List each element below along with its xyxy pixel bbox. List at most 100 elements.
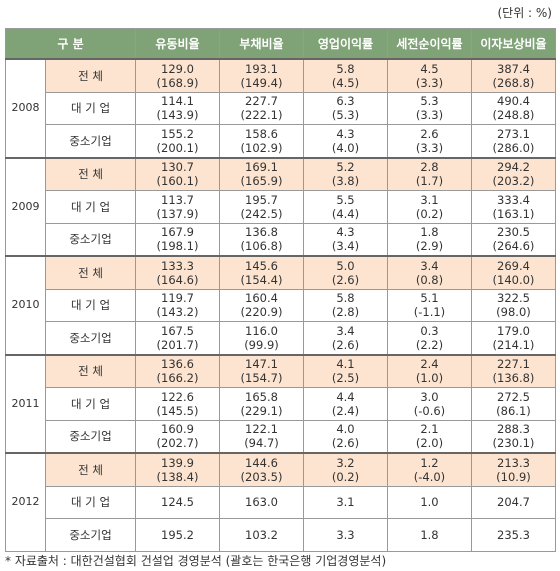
value-cell: 213.3 (10.9): [470, 452, 557, 487]
header-cell: 유동비율: [135, 28, 220, 60]
value-text: (3.3): [415, 140, 444, 155]
table-row: 2012 전 체 139.9 (138.4) 144.6 (203.5) 3.2 (0.2) 1…: [5, 452, 557, 552]
value-cell: 5.0 (2.6): [302, 255, 388, 290]
value-text: (2.0): [415, 436, 444, 451]
table-row: 대 기 업 124.5 163.0 3.1 1.0 204.7: [6, 485, 557, 519]
value-text: 165.8: [245, 389, 278, 404]
unit-label: (단위 : %): [497, 6, 552, 20]
value-text: (4.4): [331, 206, 360, 221]
table-row: 2011 전 체 136.6 (166.2) 147.1 (154.7) 4.1 (2.5) 2…: [5, 353, 557, 454]
value-text: (145.5): [156, 403, 199, 418]
value-cell: 3.3: [302, 518, 388, 552]
value-text: (198.1): [156, 239, 199, 254]
value-text: 4.4: [336, 389, 355, 404]
value-cell: 165.8 (229.1): [219, 387, 304, 421]
value-cell: 116.0 (99.9): [219, 321, 304, 355]
value-text: 3.1: [420, 192, 439, 207]
value-text: 144.6: [245, 455, 278, 470]
value-cell: 4.4 (2.4): [302, 387, 388, 421]
value-text: 5.2: [336, 160, 355, 175]
value-text: 322.5: [497, 291, 530, 306]
value-cell: 193.1 (149.4): [219, 58, 304, 93]
value-text: (143.2): [156, 305, 199, 320]
year-cell: 2010: [5, 255, 46, 355]
value-text: (2.6): [331, 436, 360, 451]
value-cell: 2.1 (2.0): [386, 419, 472, 454]
header-row: 구 분 유동비율 부채비율 영업이익률 세전순이익률 이자보상비율: [4, 28, 557, 60]
value-cell: 1.8 (2.9): [386, 222, 472, 257]
value-text: 124.5: [161, 495, 194, 510]
value-text: 4.0: [336, 422, 355, 437]
value-text: (-1.1): [413, 305, 446, 320]
value-text: 136.8: [245, 225, 278, 240]
value-text: (203.5): [240, 469, 283, 484]
value-text: (2.9): [415, 239, 444, 254]
value-text: 6.3: [336, 94, 355, 109]
value-text: (202.7): [156, 436, 199, 451]
category-cell: 전 체: [44, 255, 137, 290]
category-cell: 전 체: [44, 452, 137, 487]
table-body: 2008 전 체 129.0 (168.9) 193.1 (149.4) 5.8 (4.5) 4…: [5, 58, 557, 552]
value-text: 195.7: [245, 192, 278, 207]
table-row: 중소기업 195.2 103.2 3.3 1.8 235.3: [6, 518, 557, 552]
value-text: 3.1: [336, 495, 355, 510]
value-text: 129.0: [161, 61, 194, 76]
value-text: (264.6): [492, 239, 535, 254]
value-cell: 113.7 (137.9): [135, 190, 220, 224]
value-text: 5.8: [336, 61, 355, 76]
value-cell: 2.6 (3.3): [386, 124, 472, 158]
value-cell: 0.3 (2.2): [386, 321, 472, 355]
value-cell: 2.8 (1.7): [386, 156, 472, 191]
value-text: 103.2: [245, 527, 278, 542]
value-text: (5.3): [331, 108, 360, 123]
value-text: 1.2: [420, 455, 439, 470]
value-text: 333.4: [497, 192, 530, 207]
value-text: 195.2: [161, 527, 194, 542]
value-cell: 3.2 (0.2): [302, 452, 388, 487]
value-text: (230.1): [492, 436, 535, 451]
year-cell: 2008: [5, 58, 46, 158]
value-text: 230.5: [497, 225, 530, 240]
value-cell: 195.7 (242.5): [219, 190, 304, 224]
value-cell: 3.4 (0.8): [386, 255, 472, 290]
value-text: 204.7: [497, 495, 530, 510]
value-cell: 136.8 (106.8): [219, 222, 304, 257]
value-text: (229.1): [240, 403, 283, 418]
value-cell: 114.1 (143.9): [135, 91, 220, 125]
value-text: 167.5: [161, 323, 194, 338]
value-cell: 333.4 (163.1): [470, 190, 557, 224]
value-cell: 136.6 (166.2): [135, 353, 220, 388]
value-cell: 144.6 (203.5): [219, 452, 304, 487]
value-text: (165.9): [240, 174, 283, 189]
table-row: 중소기업 155.2 (200.1) 158.6 (102.9) 4.3 (4.0) 2.6(…: [6, 124, 557, 158]
value-text: (3.4): [331, 239, 360, 254]
value-text: (0.2): [331, 469, 360, 484]
category-cell: 대 기 업: [44, 190, 137, 224]
value-text: (1.7): [415, 174, 444, 189]
value-text: (268.8): [492, 75, 535, 90]
value-text: (2.4): [331, 403, 360, 418]
value-text: 130.7: [161, 160, 194, 175]
value-text: (94.7): [244, 436, 279, 451]
value-text: 2.4: [420, 357, 439, 372]
value-cell: 227.7 (222.1): [219, 91, 304, 125]
value-text: (2.2): [415, 337, 444, 352]
value-cell: 269.4 (140.0): [470, 255, 557, 290]
value-cell: 133.3 (164.6): [135, 255, 220, 290]
value-cell: 147.1 (154.7): [219, 353, 304, 388]
value-text: 116.0: [245, 323, 278, 338]
value-text: (154.4): [240, 272, 283, 287]
value-cell: 1.0: [386, 485, 472, 519]
value-text: 2.8: [420, 160, 439, 175]
value-cell: 5.8 (4.5): [302, 58, 388, 93]
value-text: (3.8): [331, 174, 360, 189]
value-cell: 5.5 (4.4): [302, 190, 388, 224]
table-row: 2008 전 체 129.0 (168.9) 193.1 (149.4) 5.8 (4.5) 4…: [5, 58, 557, 158]
value-text: (4.5): [331, 75, 360, 90]
value-text: (248.8): [492, 108, 535, 123]
table-row: 대 기 업 113.7 (137.9) 195.7 (242.5) 5.5 (4.4) 3.1…: [6, 190, 557, 224]
value-text: (242.5): [240, 206, 283, 221]
value-text: (168.9): [156, 75, 199, 90]
value-cell: 322.5 (98.0): [470, 288, 557, 322]
value-text: (163.1): [492, 206, 535, 221]
